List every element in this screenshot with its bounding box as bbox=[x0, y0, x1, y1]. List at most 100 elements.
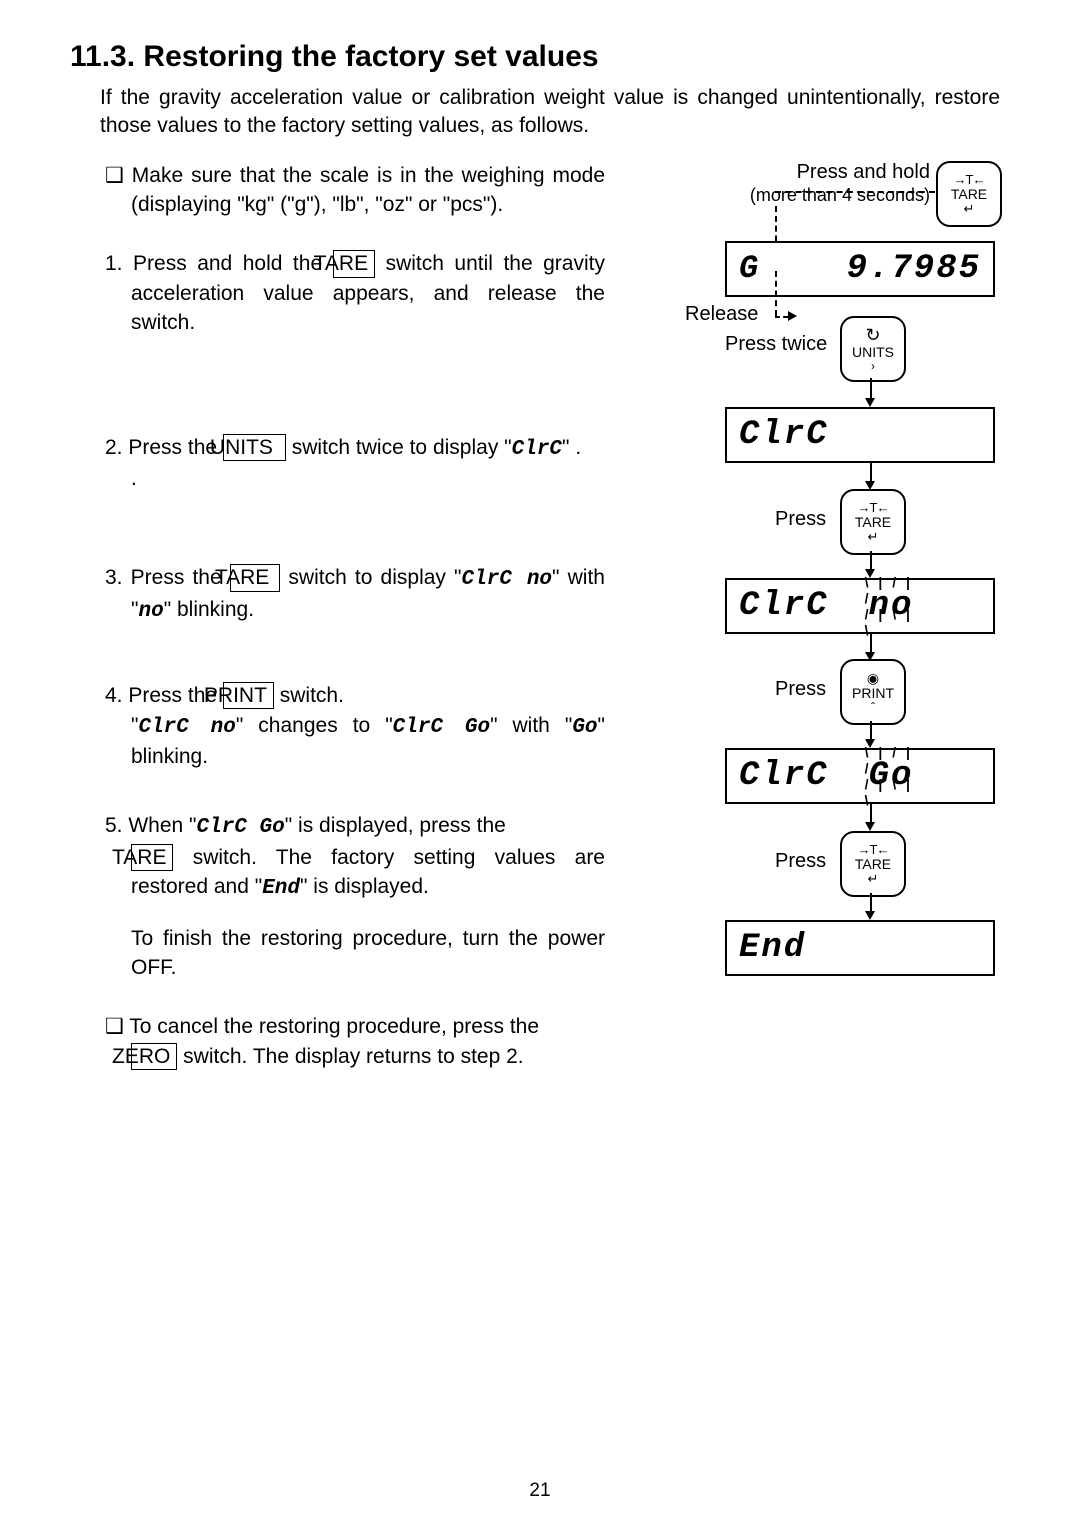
s4-seg3: Go bbox=[572, 716, 597, 739]
enter-icon: ↵ bbox=[964, 202, 975, 215]
arrowhead-7 bbox=[865, 822, 875, 831]
s3-seg1: ClrC no bbox=[462, 568, 553, 591]
tare-button-3: →T← TARE ↵ bbox=[840, 831, 906, 897]
solid-line-3 bbox=[870, 551, 872, 571]
section-title: 11.3. Restoring the factory set values bbox=[70, 40, 1010, 74]
b2-text-a: To cancel the restoring procedure, press… bbox=[129, 1015, 539, 1038]
s4-l2b: " changes to " bbox=[236, 714, 393, 737]
steps-column: ❑ Make sure that the scale is in the wei… bbox=[70, 161, 605, 1101]
s2-text-c: " . bbox=[562, 436, 581, 459]
dashed-line-2 bbox=[775, 271, 777, 316]
label-press-2: Press bbox=[775, 678, 826, 701]
tare-button-top: →T← TARE ↵ bbox=[936, 161, 1002, 227]
d4-left: ClrC bbox=[739, 757, 829, 795]
units-label: UNITS bbox=[852, 345, 894, 359]
d3-left: ClrC bbox=[739, 587, 829, 625]
label-press-twice: Press twice bbox=[725, 333, 827, 356]
press-hold-text: Press and hold bbox=[797, 161, 930, 183]
print-label: PRINT bbox=[852, 686, 894, 700]
step-5: 5. When "ClrC Go" is displayed, press th… bbox=[105, 811, 605, 982]
tare-key-3: TARE bbox=[230, 564, 280, 591]
solid-line-7 bbox=[870, 893, 872, 913]
cycle-icon: ↻ bbox=[865, 326, 880, 344]
tare-label-2: TARE bbox=[855, 515, 891, 529]
s5-text-a: When " bbox=[128, 814, 196, 837]
solid-line-6 bbox=[870, 804, 872, 824]
dashed-line-h2 bbox=[775, 316, 788, 318]
s5-text-d: " is displayed. bbox=[300, 875, 429, 898]
s5-seg1: ClrC Go bbox=[197, 816, 285, 839]
tare-label: TARE bbox=[951, 187, 987, 201]
solid-line-5 bbox=[870, 721, 872, 741]
b2-text-b: switch. The display returns to step 2. bbox=[177, 1045, 523, 1068]
step-1: 1. Press and hold the TARE switch until … bbox=[105, 249, 605, 337]
tare-key-5: TARE bbox=[131, 844, 173, 871]
units-key: UNITS bbox=[223, 434, 286, 461]
s4-seg2: ClrC Go bbox=[393, 716, 490, 739]
arrow-indicator-icon-2: →T← bbox=[858, 501, 889, 514]
blink-marks-top-2: \ | / | / bbox=[865, 744, 914, 776]
solid-line-4 bbox=[870, 634, 872, 654]
page-footer: 21 bbox=[0, 1480, 1080, 1502]
solid-line-2 bbox=[870, 463, 872, 483]
s4-l2c: " with " bbox=[490, 714, 572, 737]
page-number: 21 bbox=[529, 1480, 550, 1501]
d1-left: G bbox=[739, 250, 760, 287]
chevron-up-icon: ˆ bbox=[871, 701, 875, 713]
s1-text-a: Press and hold the bbox=[133, 252, 333, 275]
step-4: 4. Press the PRINT switch. "ClrC no" cha… bbox=[105, 681, 605, 771]
s2-text-a: Press the bbox=[128, 436, 223, 459]
arrowhead-2 bbox=[865, 398, 875, 407]
step-3: 3. Press the TARE switch to display "Clr… bbox=[105, 563, 605, 626]
enter-icon-2: ↵ bbox=[868, 530, 879, 543]
d2-text: ClrC bbox=[739, 416, 829, 454]
flow-diagram: Press and hold (more than 4 seconds) →T←… bbox=[625, 161, 1010, 1101]
label-press-3: Press bbox=[775, 850, 826, 873]
chevron-right-icon: › bbox=[871, 360, 875, 372]
d5-text: End bbox=[739, 929, 806, 967]
bullet-weighing-mode: ❑ Make sure that the scale is in the wei… bbox=[105, 161, 605, 220]
s5-text-b: " is displayed, press the bbox=[285, 814, 506, 837]
s4-seg1: ClrC no bbox=[138, 716, 235, 739]
lcd-display-5: End bbox=[725, 920, 995, 976]
s2-text-b: switch twice to display " bbox=[286, 436, 512, 459]
print-button: ◉ PRINT ˆ bbox=[840, 659, 906, 725]
arrowhead-1 bbox=[788, 311, 797, 321]
s2-seg: ClrC bbox=[512, 438, 562, 461]
more4sec-text: (more than 4 seconds) bbox=[750, 185, 930, 205]
tare-key: TARE bbox=[333, 250, 375, 277]
enter-icon-3: ↵ bbox=[868, 872, 879, 885]
dashed-line-h1 bbox=[775, 191, 935, 193]
bullet-cancel: ❑ To cancel the restoring procedure, pre… bbox=[105, 1012, 605, 1071]
tare-button-2: →T← TARE ↵ bbox=[840, 489, 906, 555]
lcd-display-3: ClrC \ | / | / no / | \ | \ bbox=[725, 578, 995, 634]
s3-text-b: switch to display " bbox=[280, 566, 461, 589]
d1-right: 9.7985 bbox=[847, 250, 981, 288]
bullet-text: Make sure that the scale is in the weigh… bbox=[131, 164, 605, 216]
units-button: ↻ UNITS › bbox=[840, 316, 906, 382]
section-number: 11.3. bbox=[70, 40, 135, 73]
step-2: 2. Press the UNITS switch twice to displ… bbox=[105, 433, 605, 494]
tare-label-3: TARE bbox=[855, 857, 891, 871]
s3-text-d: " blinking. bbox=[164, 598, 254, 621]
diagram-column: Press and hold (more than 4 seconds) →T←… bbox=[625, 161, 1010, 1101]
label-release: Release bbox=[685, 303, 758, 326]
arrow-indicator-icon-3: →T← bbox=[858, 843, 889, 856]
intro-text: If the gravity acceleration value or cal… bbox=[100, 84, 1000, 141]
s5-seg2: End bbox=[262, 877, 300, 900]
label-press-hold: Press and hold (more than 4 seconds) bbox=[750, 161, 930, 207]
arrowhead-8 bbox=[865, 911, 875, 920]
blink-marks-top-1: \ | / | / bbox=[865, 574, 914, 606]
print-key: PRINT bbox=[223, 682, 274, 709]
record-icon: ◉ bbox=[867, 671, 879, 685]
label-press-1: Press bbox=[775, 508, 826, 531]
lcd-display-2: ClrC bbox=[725, 407, 995, 463]
s5-finish: To finish the restoring procedure, turn … bbox=[131, 927, 605, 979]
zero-key: ZERO bbox=[131, 1043, 177, 1070]
lcd-display-4: ClrC \ | / | / Go / | \ | \ bbox=[725, 748, 995, 804]
section-heading: Restoring the factory set values bbox=[143, 40, 598, 73]
s4-text-b: switch. bbox=[274, 684, 344, 707]
arrow-indicator-icon: →T← bbox=[954, 173, 985, 186]
s3-seg2: no bbox=[138, 600, 163, 623]
solid-line-1 bbox=[870, 378, 872, 400]
